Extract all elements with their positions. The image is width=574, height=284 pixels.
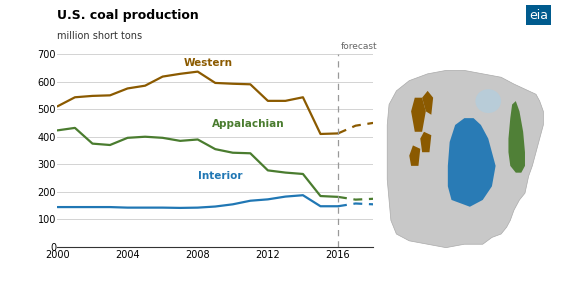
Text: Western: Western [184, 59, 232, 68]
Polygon shape [420, 132, 431, 152]
Polygon shape [411, 98, 426, 132]
Polygon shape [387, 70, 544, 248]
Polygon shape [509, 101, 525, 173]
Text: eia: eia [529, 9, 548, 22]
Ellipse shape [475, 89, 501, 113]
Polygon shape [409, 145, 420, 166]
Text: Appalachian: Appalachian [212, 119, 284, 129]
Text: U.S. coal production: U.S. coal production [57, 9, 199, 22]
Polygon shape [448, 118, 495, 207]
Text: million short tons: million short tons [57, 31, 142, 41]
Text: forecast: forecast [340, 42, 377, 51]
Text: Interior: Interior [197, 171, 242, 181]
Polygon shape [422, 91, 433, 115]
